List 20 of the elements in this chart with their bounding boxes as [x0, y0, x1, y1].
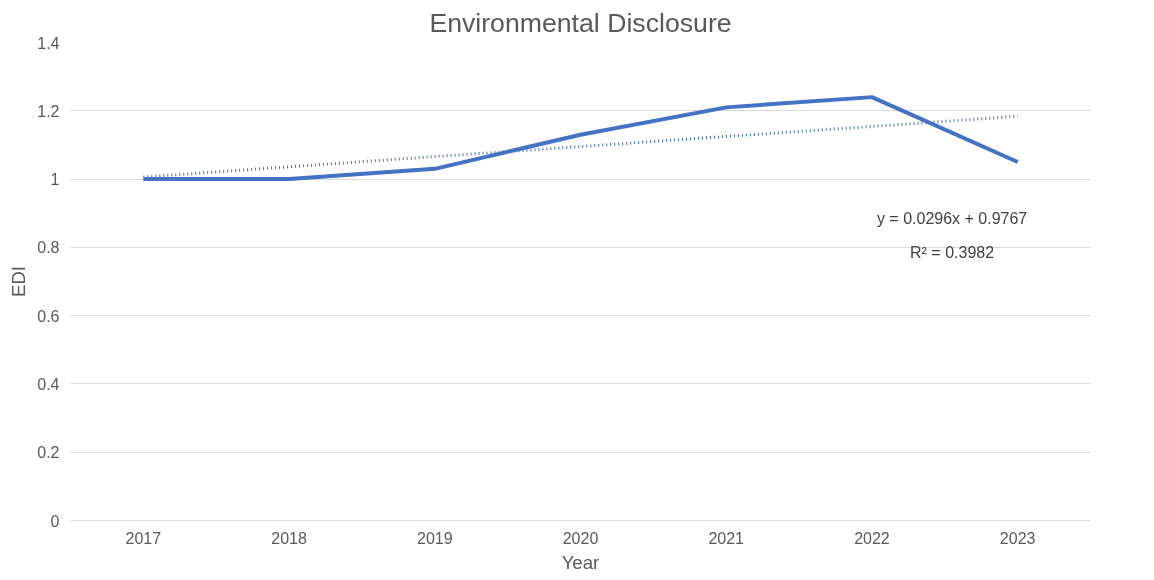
y-tick-label: 0.8 — [37, 239, 60, 257]
annotation: R² = 0.3982 — [910, 244, 995, 262]
y-tick-label: 1.2 — [37, 102, 60, 120]
x-tick-label: 2018 — [271, 529, 307, 547]
x-tick-label: 2021 — [708, 529, 745, 547]
y-axis-title: EDI — [8, 265, 30, 298]
y-tick-label: 0.6 — [37, 307, 60, 325]
x-tick-label: 2019 — [416, 529, 453, 547]
x-tick-label: 2017 — [125, 529, 162, 547]
y-tick-label: 0 — [50, 512, 60, 530]
y-tick-label: 1.4 — [37, 34, 60, 52]
y-tick-label: 0.2 — [37, 444, 60, 462]
y-tick-label: 1 — [50, 171, 60, 189]
x-tick-label: 2022 — [854, 529, 890, 547]
x-axis-title: Year — [561, 551, 600, 573]
y-tick-label: 0.4 — [37, 375, 60, 393]
x-tick-label: 2023 — [999, 529, 1036, 547]
annotation: y = 0.0296x + 0.9767 — [876, 209, 1028, 227]
x-tick-label: 2020 — [562, 529, 599, 547]
chart-title: Environmental Disclosure — [429, 7, 732, 38]
